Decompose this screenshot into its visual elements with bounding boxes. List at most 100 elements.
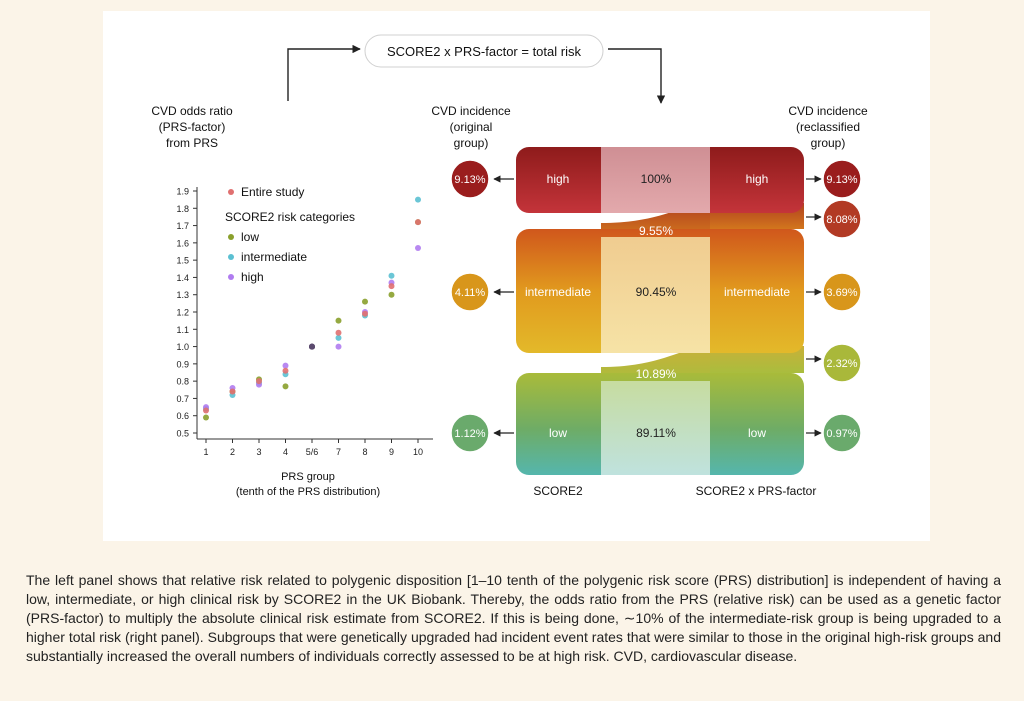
- scatter-point-low: [388, 291, 395, 298]
- flow-low-right-label: low: [748, 426, 766, 440]
- scatter-point-high: [415, 245, 421, 252]
- flow-left-header: CVD incidence (original group): [431, 104, 511, 150]
- figure-caption: The left panel shows that relative risk …: [26, 572, 1001, 664]
- y-tick-label: 0.6: [176, 411, 189, 421]
- flow-right-header-line: (reclassified: [796, 120, 860, 134]
- scatter-point-entire-study: [309, 343, 315, 350]
- x-tick-label: 5/6: [306, 447, 319, 457]
- flow-low-middle: [601, 381, 710, 475]
- flow-left-header-line: (original: [450, 120, 493, 134]
- legend-low: low: [241, 230, 259, 244]
- circle-left-high: [450, 159, 490, 199]
- circle-right-intermediate-label: 3.69%: [826, 287, 857, 299]
- y-tick-label: 1.1: [176, 325, 189, 335]
- circle-right-upgraded-intermediate: [822, 199, 862, 239]
- x-tick-label: 9: [389, 447, 394, 457]
- legend-dot-intermediate: [228, 254, 234, 260]
- y-tick-label: 0.7: [176, 394, 189, 404]
- flow-left-footer: SCORE2: [533, 484, 583, 498]
- flow-right-header-line: CVD incidence: [788, 104, 868, 118]
- scatter-xlabel-line: PRS group: [281, 471, 335, 483]
- legend-intermediate: intermediate: [241, 250, 307, 264]
- figure-panel: SCORE2 x PRS-factor = total risk CVD odd…: [103, 11, 930, 541]
- scatter-title: CVD odds ratio (PRS-factor) from PRS: [151, 104, 233, 150]
- circle-right-intermediate: [822, 272, 862, 312]
- scatter-point-intermediate: [415, 196, 421, 203]
- legend-dot-low: [228, 234, 234, 240]
- scatter-axes: 0.5 0.6 0.7 0.8 0.9 1.0 1.1 1.2 1.3 1.4 1.5 1.6 1.7 1…: [176, 187, 433, 457]
- flow-low-pct: 89.11%: [636, 426, 676, 440]
- x-tick-label: 8: [362, 447, 367, 457]
- scatter-xlabel-line: (tenth of the PRS distribution): [236, 486, 380, 498]
- y-tick-label: 1.8: [176, 204, 189, 214]
- flow-intermediate-pct: 90.45%: [636, 285, 677, 299]
- flow-high-middle: [601, 147, 710, 213]
- flow-intermediate-middle: [601, 237, 710, 353]
- circle-left-low: [450, 413, 490, 453]
- x-tick-label: 10: [413, 447, 423, 457]
- scatter-point-intermediate: [388, 272, 395, 279]
- scatter-legend: Entire study SCORE2 risk categories low …: [225, 185, 355, 284]
- x-tick-label: 1: [203, 447, 208, 457]
- circle-right-low: [822, 413, 862, 453]
- legend-dot-high: [228, 274, 234, 280]
- x-tick-label: 4: [283, 447, 288, 457]
- scatter-point-entire-study: [256, 378, 262, 385]
- circle-left-intermediate-label: 4.11%: [455, 287, 486, 299]
- upgrade-low-pct: 10.89%: [636, 367, 677, 381]
- flow-intermediate-right-label: intermediate: [724, 285, 790, 299]
- circle-right-upgraded-intermediate-label: 8.08%: [826, 214, 857, 226]
- y-tick-label: 0.8: [176, 377, 189, 387]
- flow-right-header-line: group): [811, 136, 846, 150]
- legend-header: SCORE2 risk categories: [225, 210, 355, 224]
- y-tick-label: 1.3: [176, 290, 189, 300]
- scatter-point-low: [203, 414, 209, 421]
- scatter-point-intermediate: [335, 334, 342, 341]
- circle-right-upgraded-low: [822, 343, 862, 383]
- upgrade-band-low: [601, 346, 710, 381]
- left-circles: 9.13% 4.11% 1.12%: [450, 159, 514, 453]
- circle-right-high: [822, 159, 862, 199]
- scatter-point-entire-study: [388, 283, 395, 290]
- scatter-point-entire-study: [335, 329, 342, 336]
- scatter-point-entire-study: [415, 219, 421, 226]
- legend-dot-entire: [228, 189, 234, 195]
- legend-entire: Entire study: [241, 185, 304, 199]
- flow-low-left-label: low: [549, 426, 567, 440]
- circle-right-high-label: 9.13%: [826, 174, 857, 186]
- scatter-point-entire-study: [203, 407, 209, 414]
- figure-svg: SCORE2 x PRS-factor = total risk CVD odd…: [151, 34, 868, 498]
- scatter-title-line: (PRS-factor): [159, 120, 226, 134]
- flow-high-right-label: high: [746, 172, 769, 186]
- scatter-point-high: [282, 362, 289, 369]
- flow-left-header-line: CVD incidence: [431, 104, 511, 118]
- circle-right-low-label: 0.97%: [826, 428, 857, 440]
- flow-intermediate-left-label: intermediate: [525, 285, 591, 299]
- formula-text: SCORE2 x PRS-factor = total risk: [387, 44, 581, 59]
- formula-box: [364, 34, 604, 68]
- y-tick-label: 1.0: [176, 342, 189, 352]
- scatter-xlabel: PRS group (tenth of the PRS distribution…: [236, 471, 380, 498]
- y-tick-label: 0.5: [176, 429, 189, 439]
- formula-arrow-out: [608, 48, 666, 104]
- scatter-point-low: [335, 317, 342, 324]
- y-tick-label: 1.6: [176, 238, 189, 248]
- flow-right-footer: SCORE2 x PRS-factor: [696, 484, 817, 498]
- y-tick-label: 1.4: [176, 273, 189, 283]
- flow-high-left-label: high: [547, 172, 570, 186]
- y-tick-label: 0.9: [176, 359, 189, 369]
- flow-high-pct: 100%: [641, 172, 672, 186]
- scatter-point-high: [335, 343, 342, 350]
- circle-left-low-label: 1.12%: [454, 428, 485, 440]
- circle-right-upgraded-low-label: 2.32%: [826, 358, 857, 370]
- flow-left-header-line: group): [454, 136, 489, 150]
- x-tick-label: 7: [336, 447, 341, 457]
- y-tick-label: 1.2: [176, 308, 189, 318]
- x-tick-label: 3: [256, 447, 261, 457]
- x-tick-label: 2: [230, 447, 235, 457]
- scatter-point-entire-study: [362, 310, 368, 317]
- y-tick-label: 1.5: [176, 256, 189, 266]
- circle-left-intermediate: [450, 272, 490, 312]
- y-tick-label: 1.9: [176, 187, 189, 197]
- scatter-point-low: [362, 298, 368, 305]
